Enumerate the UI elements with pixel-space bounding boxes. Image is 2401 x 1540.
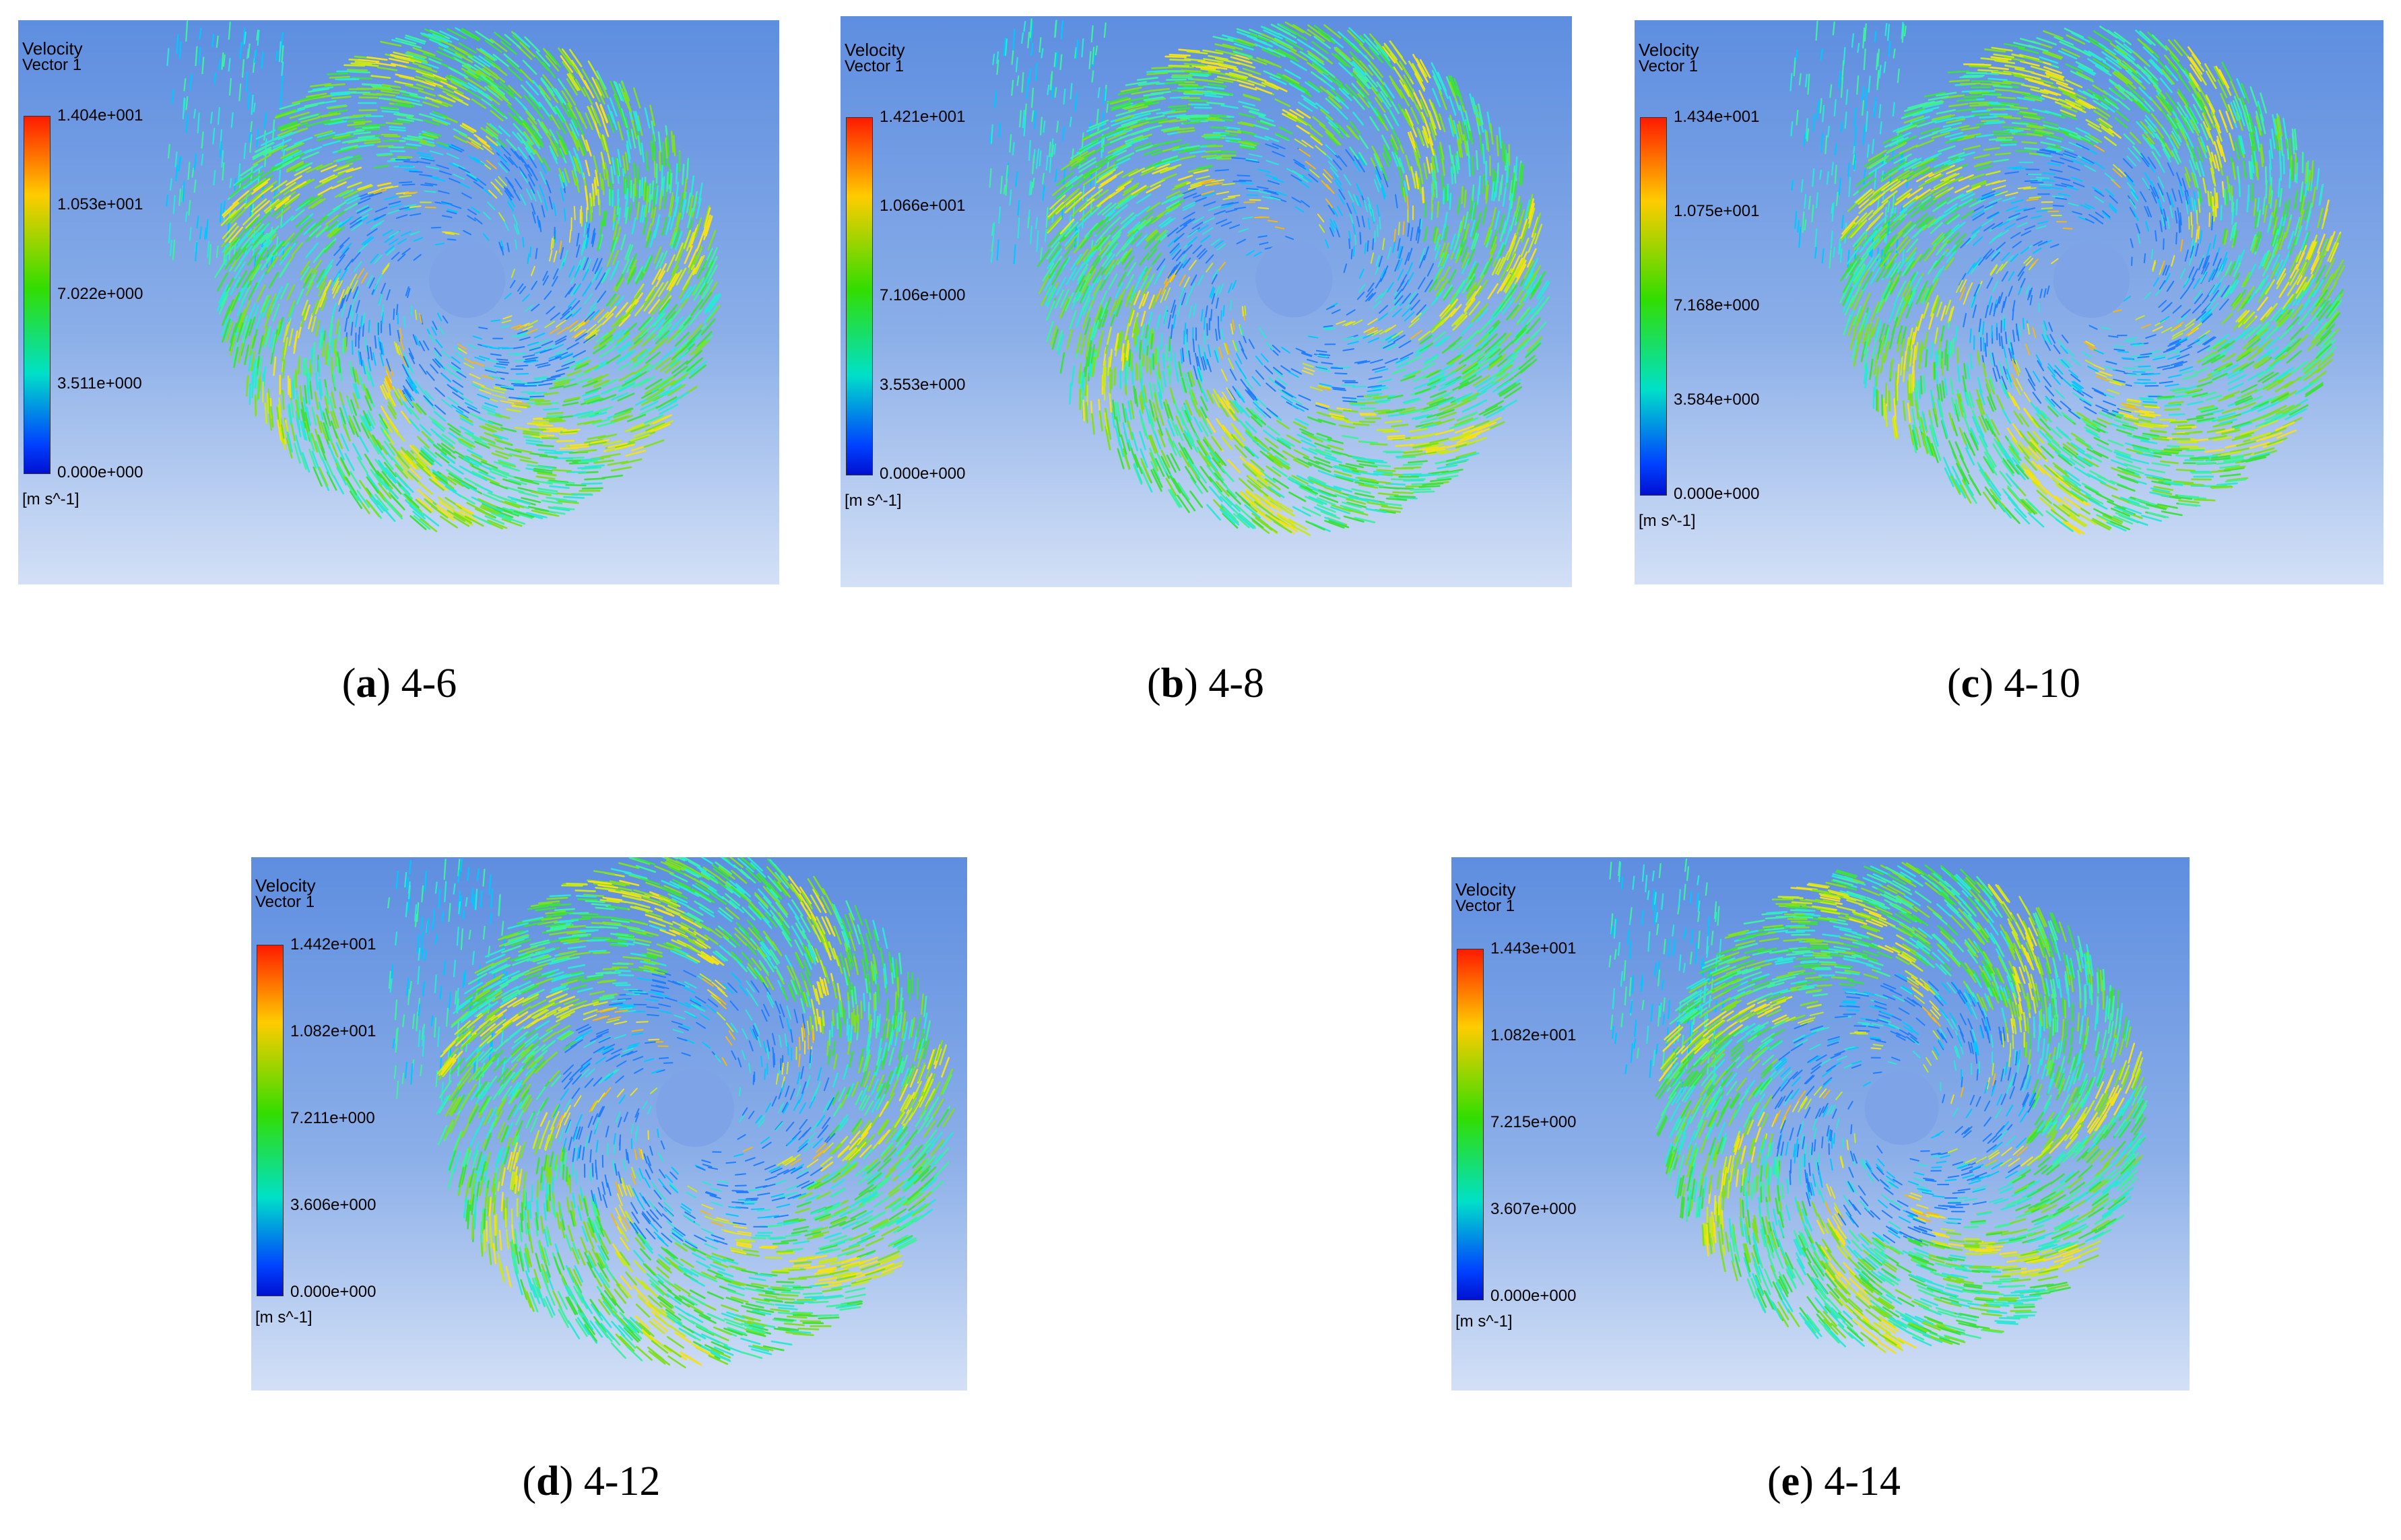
caption-label: 4-10 (2004, 661, 2080, 706)
caption-letter: a (356, 661, 377, 706)
caption-label: 4-6 (401, 661, 457, 706)
legend-title: Velocity (22, 38, 83, 59)
caption-d: (d) 4-12 (522, 1459, 661, 1504)
color-scale-bar (24, 116, 51, 474)
legend-tick: 3.553e+000 (880, 376, 966, 394)
legend-units: [m s^-1] (22, 490, 79, 508)
caption-a: (a) 4-6 (341, 661, 457, 706)
legend-tick: 3.584e+000 (1674, 391, 1760, 409)
color-scale-bar (1457, 949, 1484, 1300)
legend-tick: 7.168e+000 (1674, 296, 1760, 314)
legend-tick: 1.082e+001 (290, 1022, 376, 1040)
legend-units: [m s^-1] (1639, 512, 1696, 530)
legend-tick: 1.442e+001 (290, 935, 376, 953)
legend-subtitle: Vector 1 (1639, 57, 1699, 75)
legend-tick: 1.443e+001 (1490, 939, 1577, 958)
legend-units: [m s^-1] (845, 492, 902, 510)
legend-tick: 1.421e+001 (880, 108, 966, 126)
caption-e: (e) 4-14 (1767, 1459, 1901, 1504)
color-legend: Velocity Vector 1 1.434e+001 1.075e+001 … (1639, 40, 1820, 530)
caption-c: (c) 4-10 (1947, 661, 2080, 706)
caption-letter: c (1961, 661, 1980, 706)
legend-tick: 0.000e+000 (1674, 485, 1760, 503)
legend-tick: 7.215e+000 (1490, 1113, 1577, 1131)
legend-tick: 0.000e+000 (290, 1283, 376, 1301)
velocity-plot-panel-a: Velocity Vector 1 1.404e+001 1.053e+001 … (18, 20, 779, 584)
caption-b: (b) 4-8 (1147, 661, 1264, 706)
color-legend: Velocity Vector 1 1.404e+001 1.053e+001 … (22, 38, 204, 508)
velocity-plot-panel-d: Velocity Vector 1 1.442e+001 1.082e+001 … (251, 857, 967, 1391)
color-scale-bar (257, 945, 284, 1296)
legend-tick: 1.082e+001 (1490, 1026, 1577, 1044)
caption-letter: d (536, 1459, 560, 1504)
velocity-plot-panel-b: Velocity Vector 1 1.421e+001 1.066e+001 … (841, 16, 1572, 587)
legend-tick: 7.022e+000 (57, 285, 143, 303)
legend-tick: 1.434e+001 (1674, 108, 1760, 126)
color-legend: Velocity Vector 1 1.421e+001 1.066e+001 … (845, 40, 1026, 510)
legend-title: Velocity (1639, 40, 1699, 60)
legend-subtitle: Vector 1 (22, 56, 82, 74)
legend-tick: 0.000e+000 (57, 463, 143, 481)
legend-tick: 1.404e+001 (57, 106, 143, 125)
velocity-vector-field (387, 857, 955, 1369)
legend-tick: 3.511e+000 (57, 374, 142, 393)
velocity-vector-field (1608, 858, 2148, 1354)
legend-tick: 3.606e+000 (290, 1196, 376, 1214)
legend-tick: 7.211e+000 (290, 1109, 375, 1127)
legend-title: Velocity (845, 40, 905, 60)
legend-tick: 0.000e+000 (1490, 1287, 1577, 1305)
caption-label: 4-8 (1208, 661, 1264, 706)
color-legend: Velocity Vector 1 1.443e+001 1.082e+001 … (1455, 880, 1637, 1338)
legend-tick: 1.053e+001 (57, 195, 143, 213)
legend-tick: 3.607e+000 (1490, 1200, 1577, 1218)
caption-letter: b (1160, 661, 1185, 706)
legend-tick: 1.075e+001 (1674, 202, 1760, 220)
caption-letter: e (1781, 1459, 1800, 1504)
legend-tick: 7.106e+000 (880, 286, 966, 304)
legend-tick: 1.066e+001 (880, 197, 966, 215)
velocity-vector-field (166, 20, 721, 533)
color-scale-bar (1640, 117, 1667, 496)
caption-label: 4-14 (1824, 1459, 1901, 1504)
legend-subtitle: Vector 1 (845, 57, 905, 75)
legend-subtitle: Vector 1 (1455, 897, 1515, 915)
color-scale-bar (846, 117, 873, 475)
legend-units: [m s^-1] (1455, 1312, 1513, 1331)
velocity-plot-panel-c: Velocity Vector 1 1.434e+001 1.075e+001 … (1635, 20, 2383, 584)
caption-label: 4-12 (583, 1459, 661, 1504)
velocity-vector-field (989, 18, 1550, 537)
velocity-plot-panel-e: Velocity Vector 1 1.443e+001 1.082e+001 … (1451, 857, 2190, 1391)
legend-units: [m s^-1] (255, 1308, 313, 1327)
legend-title: Velocity (255, 875, 316, 896)
color-legend: Velocity Vector 1 1.442e+001 1.082e+001 … (255, 876, 437, 1334)
velocity-vector-field (1789, 20, 2345, 535)
legend-subtitle: Vector 1 (255, 893, 315, 911)
legend-title: Velocity (1455, 879, 1516, 900)
legend-tick: 0.000e+000 (880, 465, 966, 483)
